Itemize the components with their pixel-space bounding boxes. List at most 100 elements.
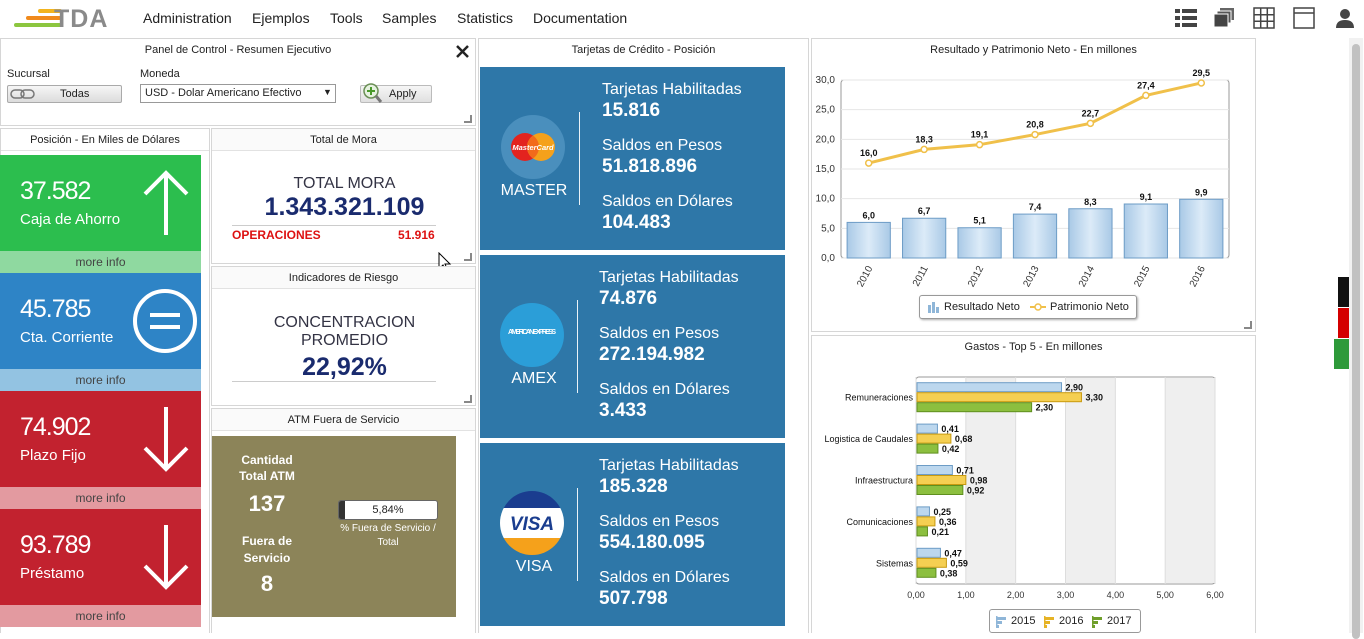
color-tab-black[interactable] [1338,277,1349,307]
moneda-select[interactable]: USD - Dolar Americano Efectivo ▼ [140,84,336,103]
x-tick-label: 2012 [966,264,986,289]
tarjetas-title: Tarjetas de Crédito - Posición [479,39,808,61]
atm-progress-bar: 5,84% [338,500,438,520]
y-tick-label: 5,0 [821,223,835,234]
moneda-label: Moneda [140,68,180,80]
tile-caja-ahorro: 37.582 Caja de Ahorro more info [0,155,201,273]
scrollbar-thumb[interactable] [1352,44,1360,639]
more-info-link[interactable]: more info [0,605,201,627]
riesgo-line1: CONCENTRACION [273,314,416,331]
y-tick-label: 30,0 [816,75,836,86]
stack-view-icon[interactable] [1213,7,1235,29]
bar [916,433,952,444]
dolares-value: 104.483 [602,212,671,233]
sucursal-button[interactable]: Todas [7,85,122,103]
bar [916,382,1063,393]
color-tab-green[interactable] [1334,339,1349,369]
y-category-label: Remuneraciones [845,393,914,403]
user-icon[interactable] [1334,7,1356,29]
x-tick-label: 2014 [1077,264,1097,289]
bar-value-label: 2,30 [1036,403,1054,413]
line-value-label: 20,8 [1026,120,1044,130]
grid-view-icon[interactable] [1253,7,1275,29]
legend-bar-icon [928,302,939,313]
atm-fuera-value: 8 [260,571,274,596]
bar [916,557,947,568]
more-info-link[interactable]: more info [0,251,201,273]
dolares-value: 3.433 [599,400,647,421]
menu-ejemplos[interactable]: Ejemplos [252,10,310,26]
bar [1123,203,1168,259]
menu-administration[interactable]: Administration [143,10,232,26]
grid-band [1165,378,1215,583]
bar-value-label: 0,21 [931,527,949,537]
logo[interactable]: TDA [12,4,122,33]
moneda-select-value: USD - Dolar Americano Efectivo [145,87,302,99]
bar [916,526,928,537]
y-category-label: Infraestructura [855,476,913,486]
close-icon[interactable] [456,45,469,58]
line-point [920,145,928,154]
y-tick-label: 10,0 [816,194,836,205]
resize-handle[interactable] [1244,321,1252,329]
resultado-legend: Resultado Neto Patrimonio Neto [919,295,1137,319]
tile-cta-corriente: 45.785 Cta. Corriente more info [0,273,201,391]
more-info-link[interactable]: more info [0,369,201,391]
apply-button[interactable]: Apply [360,83,432,103]
line-value-label: 22,7 [1082,108,1100,118]
line-point [1086,119,1095,128]
y-tick-label: 25,0 [816,105,836,116]
menu-samples[interactable]: Samples [382,10,437,26]
atm-total-value: 137 [248,491,286,516]
tile-label: Plazo Fijo [20,447,86,464]
tile-value: 93.789 [20,531,91,559]
bar-value-label: 5,1 [973,216,986,226]
resize-handle[interactable] [464,115,472,123]
dolares-label: Saldos en Dólares [602,193,733,210]
menu-tools[interactable]: Tools [330,10,363,26]
bar [1068,208,1113,259]
bar-value-label: 0,36 [939,517,957,527]
resize-handle[interactable] [464,395,472,403]
bar-value-label: 9,9 [1195,187,1208,197]
menu-documentation[interactable]: Documentation [533,10,628,26]
gastos-chart-title: Gastos - Top 5 - En millones [812,336,1255,358]
list-view-icon[interactable] [1175,7,1197,29]
pesos-label: Saldos en Pesos [599,513,720,530]
scrollbar[interactable] [1349,38,1363,639]
x-tick-label: 3,00 [1057,590,1075,600]
legend-label: 2015 [1011,615,1036,627]
chain-link-icon [10,89,35,99]
bar [916,465,953,475]
x-tick-label: 2013 [1021,264,1041,289]
line-value-label: 19,1 [971,130,989,140]
bar-value-label: 9,1 [1140,192,1153,202]
x-tick-label: 1,00 [957,590,975,600]
bar-value-label: 0,38 [940,568,958,578]
magnifier-add-icon [363,83,383,103]
legend-label: Resultado Neto [944,301,1020,313]
more-info-link[interactable]: more info [0,487,201,509]
line-value-label: 16,0 [860,148,878,158]
window-view-icon[interactable] [1293,7,1315,29]
line-value-label: 18,3 [915,134,933,144]
hab-label: Tarjetas Habilitadas [599,269,739,286]
y-tick-label: 20,0 [816,134,836,145]
resultado-chart: 0,0 5,0 10,0 15,0 20,0 25,0 30,0 6,0 2010 6,7 2011… [811,38,1256,332]
bar-value-label: 0,92 [967,486,985,496]
tile-label: Caja de Ahorro [20,211,121,228]
pesos-value: 51.818.896 [602,156,698,177]
menu-statistics[interactable]: Statistics [457,10,514,26]
atm-total-label: Cantidad Total ATM [239,453,295,483]
bar-value-label: 0,47 [944,548,962,558]
color-tab-red[interactable] [1338,308,1349,338]
mora-value: 1.343.321.109 [264,193,425,221]
bar-value-label: 0,98 [970,476,988,486]
gastos-chart: 0,00 1,00 2,00 3,00 4,00 5,00 6,00 Remuneracion… [811,335,1256,633]
bar [916,402,1033,413]
posicion-title: Posición - En Miles de Dólares [1,129,209,151]
mastercard-logo-text: MasterCard [512,143,554,152]
resize-handle[interactable] [464,253,472,261]
line-point [864,159,873,167]
line-value-label: 27,4 [1137,80,1155,90]
